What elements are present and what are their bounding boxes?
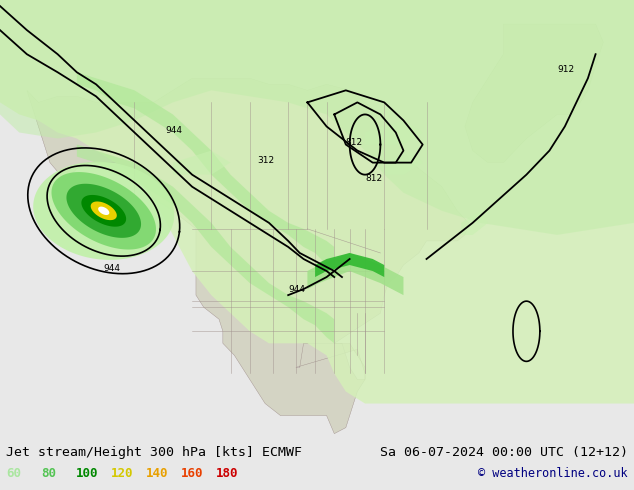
Polygon shape [0,0,634,404]
Text: 160: 160 [181,467,203,480]
Polygon shape [307,253,403,295]
Text: 80: 80 [41,467,56,480]
Text: 812: 812 [346,138,363,147]
Text: 140: 140 [146,467,168,480]
Polygon shape [81,195,126,227]
Polygon shape [315,253,384,277]
Text: 944: 944 [104,264,120,273]
Text: 180: 180 [216,467,238,480]
Polygon shape [365,121,423,145]
Polygon shape [33,162,174,260]
Text: 120: 120 [111,467,133,480]
Text: 944: 944 [288,285,305,294]
Text: 912: 912 [557,65,574,74]
Polygon shape [77,72,334,343]
Polygon shape [67,184,141,238]
Text: 944: 944 [165,125,182,134]
Polygon shape [384,150,423,174]
Polygon shape [98,207,109,215]
Polygon shape [0,0,634,235]
Text: Jet stream/Height 300 hPa [kts] ECMWF: Jet stream/Height 300 hPa [kts] ECMWF [6,446,302,459]
Polygon shape [465,24,604,163]
Polygon shape [173,150,231,174]
Polygon shape [27,78,469,434]
Polygon shape [461,211,488,235]
Text: 312: 312 [257,156,275,165]
Text: © weatheronline.co.uk: © weatheronline.co.uk [478,467,628,480]
Text: 60: 60 [6,467,22,480]
Polygon shape [91,201,117,220]
Text: 100: 100 [76,467,98,480]
Polygon shape [51,172,156,249]
Text: 812: 812 [365,173,382,183]
Text: Sa 06-07-2024 00:00 UTC (12+12): Sa 06-07-2024 00:00 UTC (12+12) [380,446,628,459]
